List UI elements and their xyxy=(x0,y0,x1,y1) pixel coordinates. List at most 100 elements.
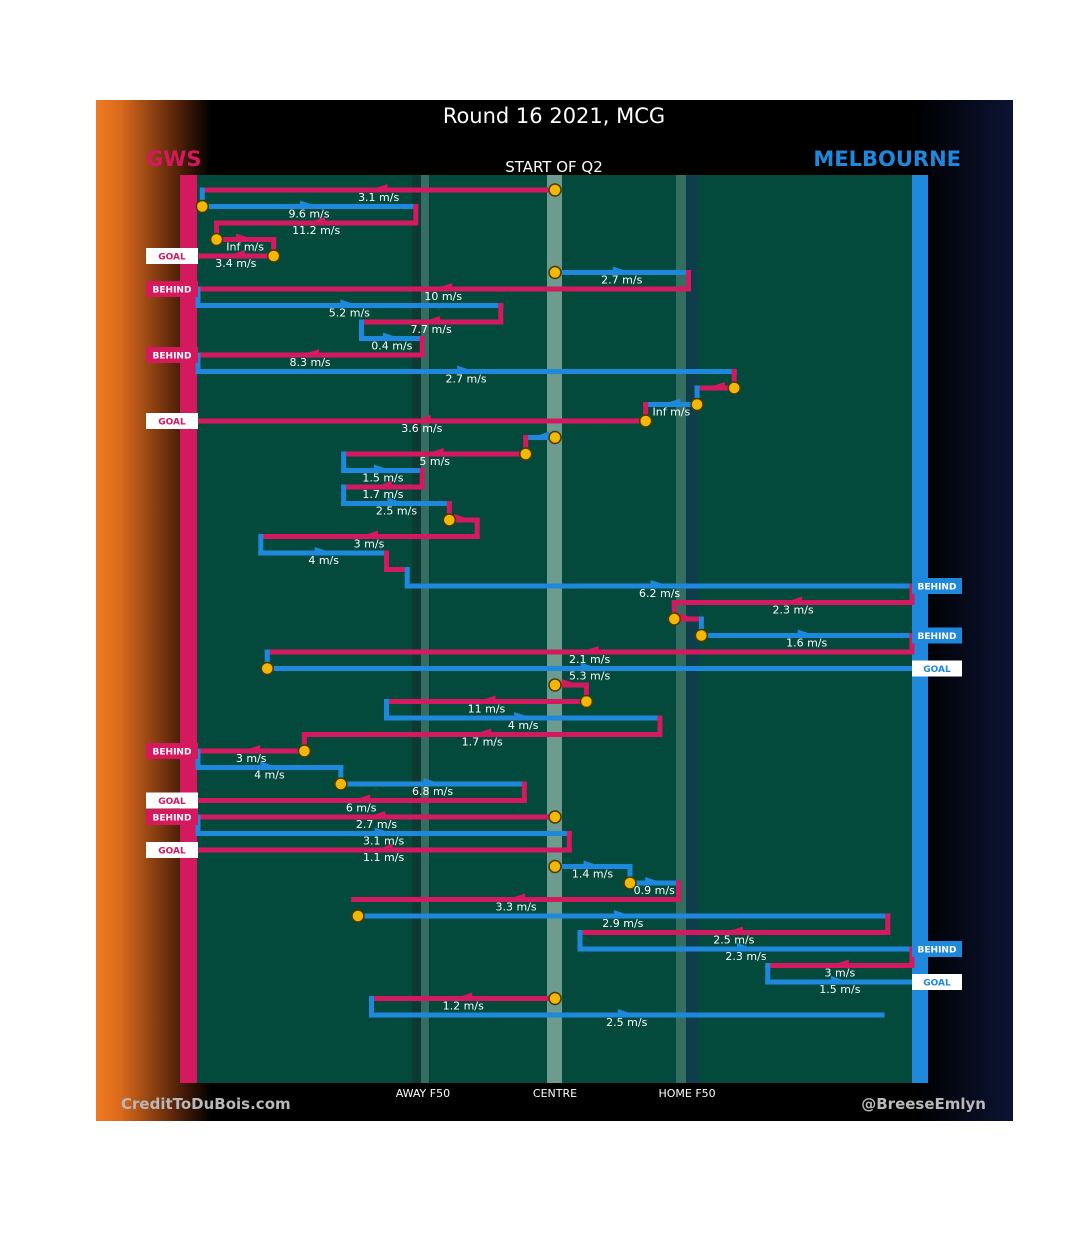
speed-label: 11.2 m/s xyxy=(292,224,340,237)
possession-marker xyxy=(548,430,562,445)
outcome-badge xyxy=(146,413,198,429)
speed-label: 1.7 m/s xyxy=(462,736,503,749)
direction-arrow xyxy=(425,448,444,455)
speed-label: 11 m/s xyxy=(468,703,506,716)
direction-arrow xyxy=(678,613,697,620)
direction-arrow xyxy=(236,233,255,241)
possession-marker xyxy=(209,232,224,247)
direction-arrow xyxy=(561,679,580,686)
speed-label: 5 m/s xyxy=(419,455,450,468)
possession-marker xyxy=(334,777,348,791)
direction-arrow xyxy=(736,943,755,950)
speed-label: 2.3 m/s xyxy=(773,604,814,617)
direction-arrow xyxy=(613,910,632,917)
speed-label: 2.5 m/s xyxy=(606,1016,647,1029)
direction-arrow xyxy=(374,844,393,851)
possession-marker xyxy=(442,513,457,527)
possession-marker xyxy=(548,678,562,692)
speed-label: 6.8 m/s xyxy=(412,785,453,798)
possession-marker xyxy=(548,991,562,1006)
direction-arrow xyxy=(830,959,849,967)
possession-marker xyxy=(297,744,312,758)
outcome-badge xyxy=(146,347,198,363)
outcome-badge-label: BEHIND xyxy=(153,748,192,758)
speed-label: 0.9 m/s xyxy=(634,884,675,897)
possession-marker xyxy=(694,628,709,643)
outcome-badge-label: BEHIND xyxy=(918,946,957,956)
direction-arrow xyxy=(352,794,371,802)
direction-arrow xyxy=(473,728,492,736)
centre-line xyxy=(547,175,562,1083)
possession-marker xyxy=(548,859,562,874)
speed-label: 4 m/s xyxy=(254,769,285,782)
chains-layer xyxy=(195,184,915,1018)
direction-arrow xyxy=(617,1009,636,1016)
outcome-badge-label: BEHIND xyxy=(153,352,192,362)
possession-marker xyxy=(623,876,637,890)
outcome-badge xyxy=(146,743,198,759)
possession-marker xyxy=(667,612,681,626)
speed-label: 2.7 m/s xyxy=(601,274,642,287)
credit-left: CreditToDuBois.com xyxy=(121,1095,291,1113)
possession-marker xyxy=(518,447,533,461)
speed-label: 3 m/s xyxy=(354,538,385,551)
possession-marker xyxy=(727,381,741,395)
direction-arrow xyxy=(387,497,406,505)
outcome-badge-label: BEHIND xyxy=(918,632,957,642)
speed-label: 2.7 m/s xyxy=(356,818,397,831)
direction-arrow xyxy=(583,860,602,868)
outcome-badge-label: GOAL xyxy=(158,418,186,428)
direction-arrow xyxy=(612,266,631,274)
outcome-badge xyxy=(912,941,962,957)
quarter-label: START OF Q2 xyxy=(505,158,603,176)
speed-label: 6 m/s xyxy=(346,802,377,815)
direction-arrow xyxy=(423,778,442,785)
away-f50-line xyxy=(421,175,429,1083)
direction-arrow xyxy=(454,992,473,1000)
direction-arrow xyxy=(367,811,386,818)
possession-marker xyxy=(690,397,704,412)
possession-marker xyxy=(638,414,653,428)
outcome-badge-label: BEHIND xyxy=(153,286,192,296)
speed-label: 1.5 m/s xyxy=(362,472,403,485)
zone-label: AWAY F50 xyxy=(396,1087,450,1100)
speed-label: 4 m/s xyxy=(508,719,539,732)
possession-marker xyxy=(266,249,281,263)
direction-arrow xyxy=(797,629,816,637)
possession-marker xyxy=(548,810,562,824)
direction-arrow xyxy=(369,184,388,191)
team-right-label: MELBOURNE xyxy=(813,147,961,171)
direction-arrow xyxy=(662,398,681,406)
zone-label: HOME F50 xyxy=(658,1087,715,1100)
direction-arrow xyxy=(531,431,550,439)
direction-arrow xyxy=(373,464,392,472)
chart-frame: 3.1 m/s 9.6 m/s 11.2 m/s Inf m/s 3.4 m/s 2.7 … xyxy=(96,100,1013,1121)
zone-label: CENTRE xyxy=(533,1087,577,1100)
outcome-badge xyxy=(912,578,962,594)
direction-arrow xyxy=(454,514,473,521)
direction-arrow xyxy=(226,250,245,257)
direction-arrow xyxy=(360,530,379,538)
outcome-badge xyxy=(146,248,198,264)
direction-arrow xyxy=(784,596,803,604)
speed-label: 7.7 m/s xyxy=(411,323,452,336)
outcome-badge xyxy=(146,809,198,825)
speed-label: 10 m/s xyxy=(424,290,462,303)
direction-arrow xyxy=(514,712,533,719)
possession-marker xyxy=(195,199,210,214)
outcome-badge-label: BEHIND xyxy=(153,814,192,824)
possession-marker xyxy=(260,661,275,676)
direction-arrow xyxy=(422,316,441,323)
speed-labels-layer: 3.1 m/s 9.6 m/s 11.2 m/s Inf m/s 3.4 m/s 2.7 … xyxy=(215,191,860,1029)
chart-title: Round 16 2021, MCG xyxy=(443,104,665,128)
direction-arrow xyxy=(830,976,849,983)
possession-marker xyxy=(548,265,562,280)
outcome-badge xyxy=(146,792,198,809)
direction-arrow xyxy=(412,415,431,422)
outcome-badge xyxy=(146,842,198,858)
speed-label: 2.7 m/s xyxy=(446,373,487,386)
outcome-badge xyxy=(912,627,962,644)
speed-label: 2.5 m/s xyxy=(713,934,754,947)
speed-label: 1.1 m/s xyxy=(363,851,404,864)
speed-label: 2.5 m/s xyxy=(376,505,417,518)
